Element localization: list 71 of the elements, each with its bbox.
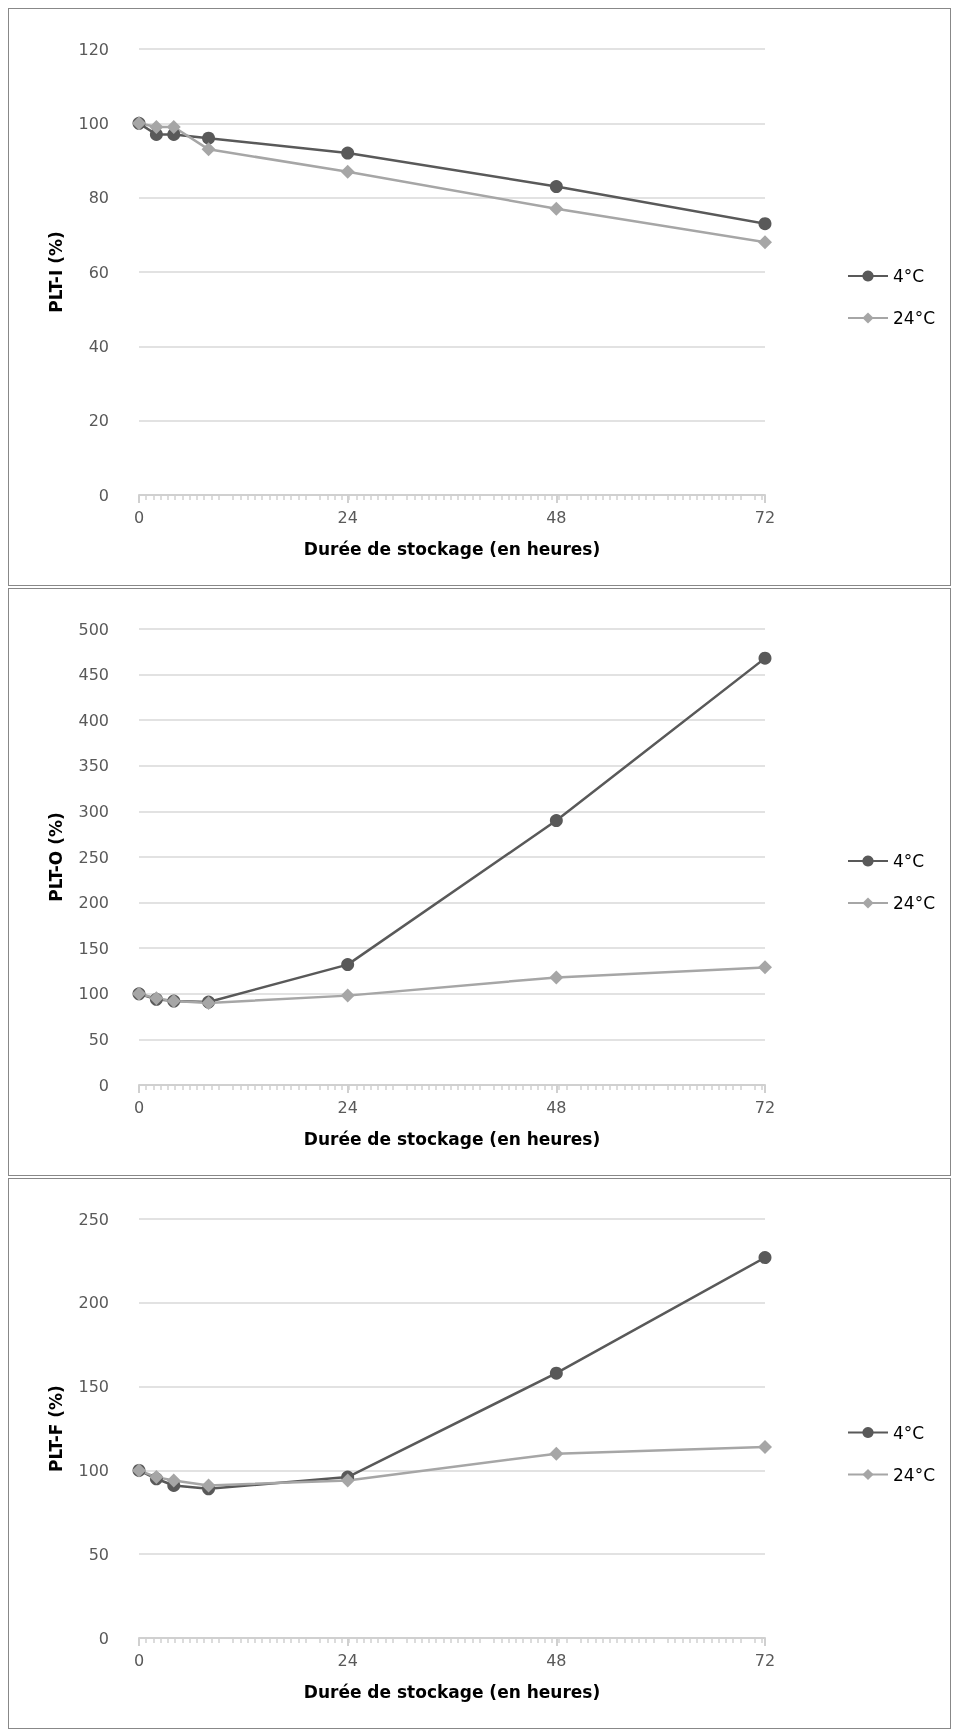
point bbox=[340, 988, 355, 1003]
y-tick-label: 60 bbox=[88, 262, 109, 282]
y-tick-label: 150 bbox=[78, 938, 109, 958]
point bbox=[758, 1439, 772, 1454]
point bbox=[549, 1366, 563, 1380]
point bbox=[166, 120, 181, 135]
x-tick-label: 72 bbox=[754, 507, 776, 527]
point bbox=[758, 1251, 772, 1265]
y-tick-label: 0 bbox=[98, 1628, 109, 1648]
legend-label: 24°C bbox=[893, 308, 936, 328]
point bbox=[201, 1478, 216, 1493]
y-tick-label: 500 bbox=[78, 619, 109, 639]
x-tick-label: 0 bbox=[133, 507, 145, 527]
y-tick-label: 200 bbox=[78, 1293, 109, 1313]
y-tick-label: 250 bbox=[78, 847, 109, 867]
y-axis-title: PLT-F (%) bbox=[45, 1385, 66, 1472]
point bbox=[166, 1473, 181, 1488]
y-tick-label: 50 bbox=[88, 1544, 109, 1564]
x-axis-title: Durée de stockage (en heures) bbox=[303, 538, 601, 559]
legend-label: 24°C bbox=[893, 893, 936, 913]
x-tick-label: 72 bbox=[754, 1097, 776, 1117]
x-tick-label: 48 bbox=[546, 1650, 567, 1670]
x-tick-label: 24 bbox=[337, 1650, 358, 1670]
x-tick-label: 48 bbox=[546, 1097, 567, 1117]
y-tick-label: 400 bbox=[78, 710, 109, 730]
point bbox=[340, 164, 355, 179]
x-axis-title: Durée de stockage (en heures) bbox=[303, 1681, 601, 1702]
legend-label: 4°C bbox=[893, 266, 925, 286]
point bbox=[201, 142, 216, 157]
y-tick-label: 0 bbox=[98, 485, 109, 505]
legend-label: 4°C bbox=[893, 1422, 925, 1443]
point bbox=[758, 960, 772, 975]
y-tick-label: 300 bbox=[78, 801, 109, 821]
x-tick-label: 0 bbox=[133, 1097, 145, 1117]
point bbox=[758, 235, 772, 250]
legend-label: 4°C bbox=[893, 851, 925, 871]
y-tick-label: 50 bbox=[88, 1029, 109, 1049]
x-axis-title: Durée de stockage (en heures) bbox=[303, 1128, 601, 1149]
legend-label: 24°C bbox=[893, 1464, 936, 1485]
point bbox=[341, 958, 355, 972]
y-tick-label: 100 bbox=[78, 1460, 109, 1480]
y-tick-label: 150 bbox=[78, 1377, 109, 1397]
y-tick-label: 100 bbox=[78, 984, 109, 1004]
y-tick-label: 40 bbox=[88, 336, 109, 356]
y-tick-label: 120 bbox=[78, 39, 109, 59]
point bbox=[758, 217, 772, 231]
y-tick-label: 200 bbox=[78, 893, 109, 913]
y-tick-label: 250 bbox=[78, 1209, 109, 1229]
y-tick-label: 100 bbox=[78, 113, 109, 133]
y-tick-label: 350 bbox=[78, 756, 109, 776]
point bbox=[202, 131, 216, 145]
y-tick-label: 80 bbox=[88, 188, 109, 208]
x-tick-label: 24 bbox=[337, 1097, 358, 1117]
y-tick-label: 20 bbox=[88, 411, 109, 431]
y-tick-label: 450 bbox=[78, 665, 109, 685]
point bbox=[149, 120, 164, 135]
x-tick-label: 48 bbox=[546, 507, 567, 527]
point bbox=[549, 814, 563, 828]
point bbox=[758, 651, 772, 665]
y-axis-title: PLT-I (%) bbox=[45, 231, 66, 313]
point bbox=[549, 201, 564, 216]
point bbox=[341, 146, 355, 160]
x-tick-label: 72 bbox=[754, 1650, 776, 1670]
x-tick-label: 0 bbox=[133, 1650, 145, 1670]
x-tick-label: 24 bbox=[337, 507, 358, 527]
y-axis-title: PLT-O (%) bbox=[45, 812, 66, 902]
point bbox=[549, 180, 563, 194]
y-tick-label: 0 bbox=[98, 1075, 109, 1095]
point bbox=[549, 1446, 564, 1461]
point bbox=[549, 970, 564, 985]
point bbox=[340, 1473, 355, 1488]
